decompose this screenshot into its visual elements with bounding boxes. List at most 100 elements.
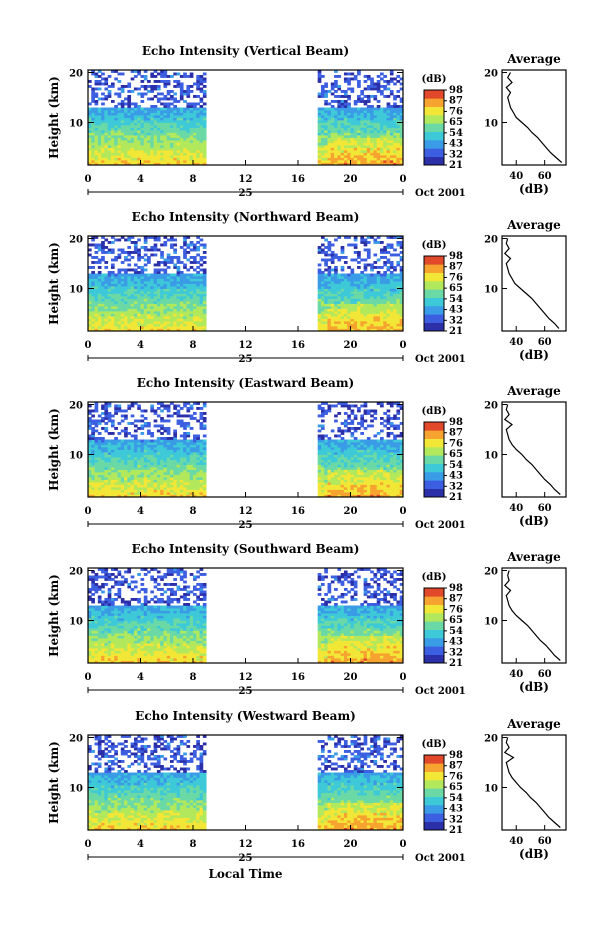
- heatmap-cell: [173, 72, 177, 76]
- heatmap-cell: [150, 454, 155, 458]
- heatmap-cell: [170, 90, 174, 93]
- heatmap-cell: [173, 147, 177, 151]
- heatmap-cell: [147, 328, 151, 332]
- heatmap-cell: [133, 469, 138, 473]
- heatmap-cell: [104, 328, 109, 332]
- heatmap-cell: [337, 281, 342, 284]
- heatmap-cell: [353, 112, 358, 116]
- heatmap-cell: [140, 80, 145, 83]
- heatmap-cell: [147, 326, 151, 329]
- heatmap-cell: [160, 147, 164, 151]
- heatmap-cell: [320, 291, 325, 294]
- heatmap-cell: [130, 457, 135, 460]
- heatmap-cell: [88, 412, 92, 415]
- heatmap-cell: [104, 306, 109, 309]
- heatmap-cell: [327, 296, 332, 299]
- heatmap-cell: [317, 293, 322, 297]
- heatmap-cell: [130, 462, 135, 465]
- heatmap-cell: [127, 439, 132, 443]
- heatmap-cell: [189, 326, 194, 329]
- heatmap-cell: [133, 281, 138, 284]
- heatmap-cell: [366, 283, 371, 287]
- heatmap-cell: [373, 278, 378, 282]
- heatmap-cell: [176, 130, 181, 133]
- heatmap-cell: [320, 150, 325, 153]
- heatmap-cell: [114, 70, 118, 73]
- heatmap-cell: [107, 135, 112, 138]
- heatmap-cell: [330, 273, 335, 277]
- heatmap-cell: [183, 306, 187, 309]
- heatmap-cell: [383, 127, 387, 131]
- heatmap-cell: [170, 303, 174, 307]
- heatmap-cell: [124, 112, 128, 116]
- heatmap-cell: [383, 276, 387, 279]
- panel-title: Echo Intensity (Eastward Beam): [137, 376, 354, 390]
- heatmap-cell: [127, 489, 132, 493]
- heatmap-cell: [163, 278, 168, 282]
- heatmap-cell: [160, 256, 164, 259]
- heatmap-cell: [88, 417, 92, 420]
- heatmap-cell: [176, 479, 181, 483]
- heatmap-cell: [104, 417, 109, 420]
- heatmap-cell: [127, 268, 132, 272]
- heatmap-cell: [176, 464, 181, 468]
- heatmap-cell: [166, 117, 171, 121]
- heatmap-cell: [133, 452, 138, 455]
- x-tick-label: 4: [137, 340, 144, 351]
- heatmap-cell: [386, 236, 391, 239]
- heatmap-cell: [163, 105, 168, 108]
- heatmap-cell: [127, 311, 132, 314]
- heatmap-cell: [133, 112, 138, 116]
- heatmap-cell: [94, 87, 99, 91]
- heatmap-cell: [130, 404, 135, 408]
- heatmap-cell: [373, 328, 378, 332]
- heatmap-cell: [137, 248, 141, 252]
- heatmap-cell: [179, 303, 184, 307]
- heatmap-cell: [380, 241, 384, 244]
- heatmap-cell: [147, 145, 151, 148]
- heatmap-cell: [104, 298, 109, 302]
- heatmap-cell: [110, 155, 115, 158]
- heatmap-cell: [114, 256, 118, 259]
- heatmap-cell: [386, 107, 391, 111]
- heatmap-cell: [320, 437, 325, 440]
- heatmap-cell: [170, 236, 174, 239]
- heatmap-cell: [389, 261, 394, 264]
- heatmap-cell: [153, 301, 158, 304]
- heatmap-cell: [120, 494, 125, 498]
- heatmap-cell: [150, 110, 155, 113]
- heatmap-cell: [120, 301, 125, 304]
- heatmap-cell: [334, 281, 338, 284]
- heatmap-cell: [317, 301, 322, 304]
- heatmap-cell: [360, 132, 365, 136]
- heatmap-cell: [120, 125, 125, 128]
- heatmap-cell: [176, 258, 181, 262]
- heatmap-cell: [94, 316, 99, 319]
- heatmap-cell: [334, 273, 338, 277]
- heatmap-cell: [343, 155, 348, 158]
- heatmap-cell: [114, 157, 118, 161]
- heatmap-cell: [196, 286, 200, 289]
- heatmap-cell: [130, 474, 135, 478]
- heatmap-cell: [150, 494, 155, 498]
- heatmap-cell: [199, 291, 204, 294]
- heatmap-cell: [117, 95, 122, 98]
- heatmap-cell: [337, 328, 342, 332]
- heatmap-cell: [150, 462, 155, 465]
- heatmap-cell: [160, 286, 164, 289]
- heatmap-cell: [183, 72, 187, 76]
- heatmap-cell: [166, 494, 171, 498]
- heatmap-cell: [330, 243, 335, 247]
- heatmap-cell: [176, 293, 181, 297]
- heatmap-cell: [343, 90, 348, 93]
- heatmap-cell: [107, 313, 112, 317]
- heatmap-cell: [337, 298, 342, 302]
- heatmap-cell: [163, 75, 168, 78]
- heatmap-cell: [170, 293, 174, 297]
- heatmap-cell: [179, 115, 184, 118]
- heatmap-cell: [160, 288, 164, 292]
- heatmap-cell: [114, 258, 118, 262]
- heatmap-cell: [166, 137, 171, 141]
- heatmap-cell: [347, 150, 351, 153]
- heatmap-cell: [327, 122, 332, 126]
